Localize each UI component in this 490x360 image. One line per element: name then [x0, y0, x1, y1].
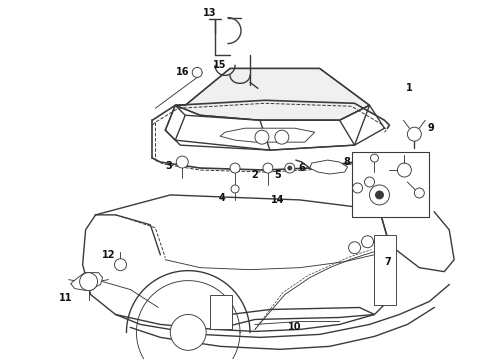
Polygon shape: [175, 68, 369, 120]
Circle shape: [348, 242, 361, 254]
Text: 11: 11: [59, 293, 73, 302]
Circle shape: [353, 183, 363, 193]
Circle shape: [80, 273, 98, 291]
Text: 16: 16: [175, 67, 189, 77]
Text: 1: 1: [406, 84, 413, 93]
Polygon shape: [220, 128, 315, 142]
Polygon shape: [310, 160, 347, 174]
Text: 14: 14: [271, 195, 285, 205]
Text: 12: 12: [102, 250, 115, 260]
Circle shape: [285, 163, 295, 173]
Circle shape: [171, 315, 206, 350]
Text: 3: 3: [165, 161, 172, 171]
Circle shape: [275, 130, 289, 144]
Circle shape: [415, 188, 424, 198]
Text: 9: 9: [428, 123, 435, 133]
Circle shape: [255, 130, 269, 144]
Text: 15: 15: [213, 60, 227, 71]
Polygon shape: [71, 273, 102, 291]
Text: 6: 6: [298, 163, 305, 173]
Text: 4: 4: [219, 193, 225, 203]
Circle shape: [362, 236, 373, 248]
Text: 13: 13: [203, 8, 217, 18]
Circle shape: [263, 163, 273, 173]
Circle shape: [192, 67, 202, 77]
Text: 10: 10: [288, 323, 301, 332]
Text: 8: 8: [343, 157, 350, 167]
Circle shape: [369, 185, 390, 205]
Circle shape: [176, 156, 188, 168]
Text: 2: 2: [251, 170, 258, 180]
Circle shape: [115, 259, 126, 271]
Circle shape: [231, 185, 239, 193]
Circle shape: [397, 163, 412, 177]
Bar: [210, 294, 232, 329]
Circle shape: [375, 191, 384, 199]
Circle shape: [85, 278, 93, 285]
Text: 5: 5: [274, 170, 281, 180]
Circle shape: [407, 127, 421, 141]
Polygon shape: [165, 105, 369, 150]
Circle shape: [80, 273, 98, 291]
Circle shape: [288, 166, 292, 170]
Circle shape: [365, 177, 374, 187]
Circle shape: [230, 163, 240, 173]
Bar: [374, 235, 396, 305]
Circle shape: [370, 154, 378, 162]
Text: 7: 7: [384, 257, 391, 267]
Bar: [352, 152, 429, 217]
